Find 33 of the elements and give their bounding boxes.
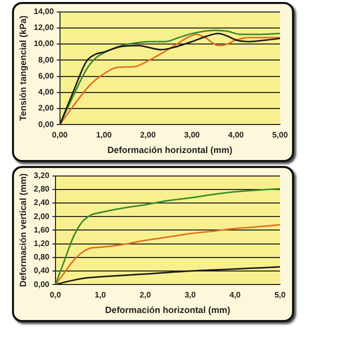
y-tick-label: 0,00: [34, 280, 50, 289]
y-tick-label: 8,00: [38, 55, 54, 64]
x-tick-label: 4,0: [230, 290, 242, 300]
y-axis-title: Deformación vertical (mm): [18, 173, 28, 287]
y-axis-title: Tensión tangencial (kPa): [18, 16, 28, 121]
x-tick-label: 3,00: [184, 130, 200, 140]
x-tick-label: 5,00: [272, 130, 288, 140]
y-tick-label: 1,60: [34, 225, 50, 234]
y-tick-label: 0,40: [34, 266, 50, 276]
y-tick-label: 0,80: [34, 252, 50, 262]
x-axis-title: Deformación horizontal (mm): [105, 305, 230, 316]
y-tick-label: 12,00: [34, 23, 54, 32]
y-tick-label: 6,00: [38, 71, 54, 80]
y-tick-label: 2,80: [34, 184, 50, 194]
x-tick-label: 0,0: [50, 290, 62, 300]
x-tick-label: 2,00: [140, 130, 156, 140]
x-tick-label: 1,0: [94, 290, 106, 300]
x-tick-label: 5,0: [274, 290, 286, 300]
x-tick-label: 4,00: [228, 130, 244, 140]
x-tick-label: 1,00: [96, 130, 112, 140]
x-tick-label: 3,0: [184, 290, 196, 300]
y-tick-label: 3,20: [34, 171, 50, 180]
y-tick-label: 10,00: [34, 39, 54, 48]
y-tick-label: 1,20: [34, 239, 50, 248]
y-tick-label: 0,00: [38, 120, 54, 129]
x-axis-title: Deformación horizontal (mm): [107, 145, 232, 156]
y-tick-label: 14,00: [34, 7, 54, 16]
y-tick-label: 2,00: [38, 104, 54, 113]
x-tick-label: 2,0: [140, 290, 152, 300]
y-tick-label: 2,00: [34, 212, 50, 221]
y-tick-label: 4,00: [38, 88, 54, 97]
y-tick-label: 2,40: [34, 198, 50, 208]
x-tick-label: 0,00: [52, 130, 68, 140]
